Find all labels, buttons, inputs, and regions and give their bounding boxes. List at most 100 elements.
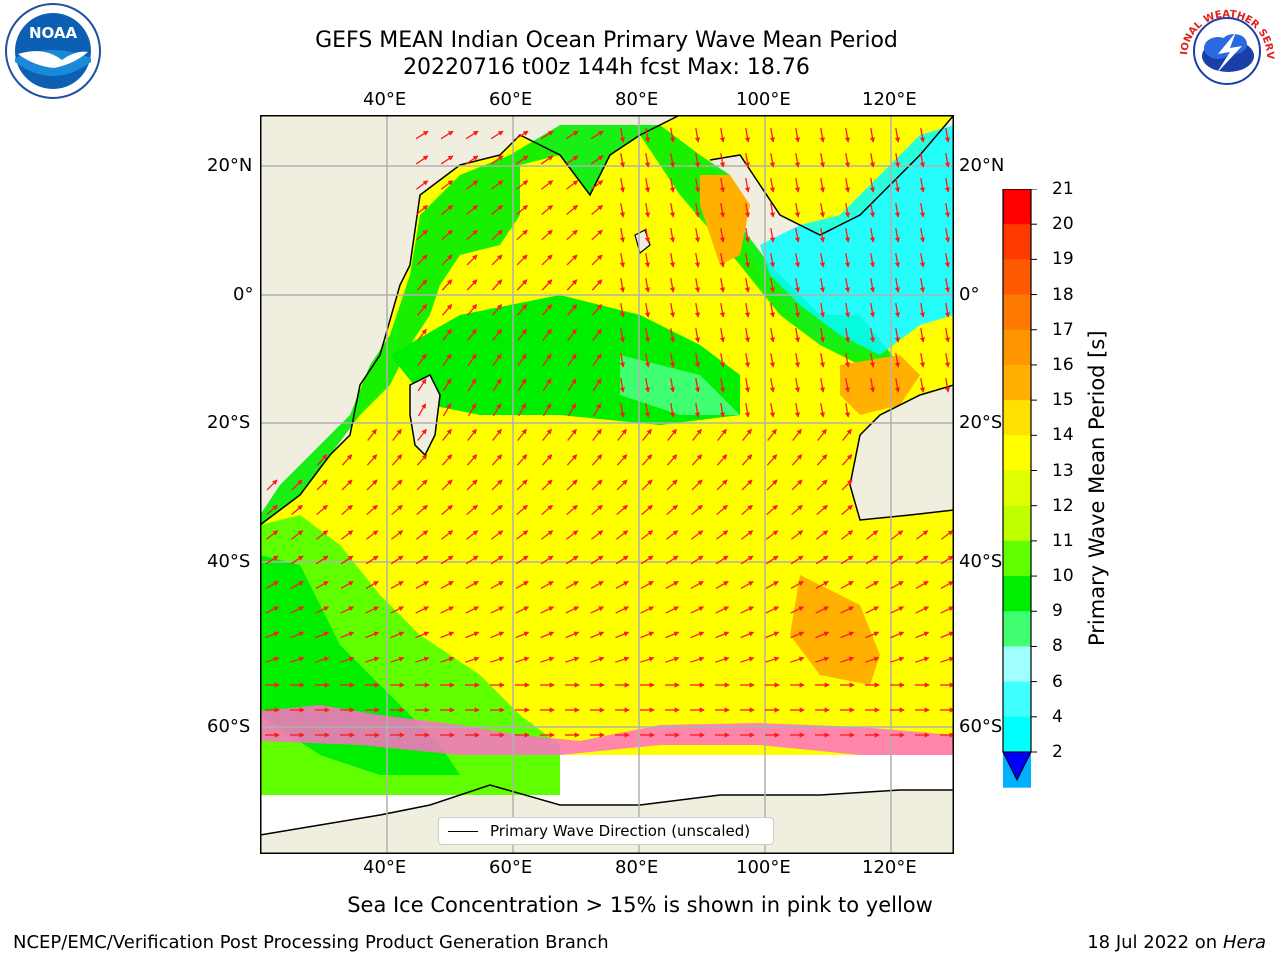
wave-direction-arrow (666, 504, 678, 516)
wave-direction-arrow (416, 204, 429, 215)
wave-direction-arrow (919, 377, 926, 393)
wave-direction-arrow (841, 454, 853, 466)
wave-direction-arrow (542, 353, 552, 367)
wave-direction-arrow (915, 606, 930, 614)
wave-direction-arrow (665, 580, 679, 590)
wave-direction-arrow (592, 403, 602, 417)
wave-direction-arrow (466, 229, 478, 241)
colorbar-segment (1003, 224, 1031, 260)
wave-direction-arrow (491, 229, 503, 241)
colorbar-tick-label: 8 (1052, 636, 1063, 657)
wave-direction-arrow (390, 606, 405, 614)
wave-direction-arrow (669, 277, 676, 293)
wave-direction-arrow (769, 402, 776, 418)
wave-direction-arrow (766, 504, 778, 516)
wave-direction-arrow (869, 327, 876, 343)
wave-direction-arrow (340, 656, 355, 663)
wave-direction-arrow (719, 377, 726, 393)
wave-direction-arrow (690, 606, 705, 614)
wave-direction-arrow (669, 127, 676, 143)
wave-direction-arrow (592, 378, 602, 392)
wave-direction-arrow (416, 479, 428, 491)
wave-direction-arrow (919, 152, 926, 168)
wave-direction-arrow (441, 304, 453, 316)
wave-direction-arrow (669, 302, 676, 318)
wave-direction-arrow (765, 631, 780, 639)
wave-direction-arrow (766, 454, 778, 466)
chart-subtitle: 20220716 t00z 144h fcst Max: 18.76 (403, 55, 810, 80)
wave-direction-arrow (894, 152, 901, 168)
wave-direction-arrow (341, 479, 353, 491)
wave-direction-arrow (566, 304, 578, 316)
lon-label-top-40e: 40°E (363, 89, 407, 110)
wave-direction-arrow (791, 454, 803, 466)
wave-direction-arrow (640, 656, 655, 663)
date-value: 18 Jul 2022 on (1087, 932, 1223, 953)
wave-direction-arrow (740, 656, 755, 663)
wave-direction-arrow (566, 530, 579, 540)
wave-direction-arrow (744, 202, 751, 218)
wave-direction-arrow (944, 152, 951, 168)
lon-label-bottom-60e: 60°E (489, 857, 533, 878)
colorbar-tick-label: 21 (1052, 179, 1074, 199)
wave-direction-arrow (865, 631, 880, 639)
wave-direction-arrow (617, 428, 627, 441)
lon-label-top-60e: 60°E (489, 89, 533, 110)
colorbar-tick-label: 11 (1052, 530, 1074, 551)
wave-direction-arrow (566, 229, 578, 241)
wave-direction-arrow (869, 227, 876, 243)
wave-direction-arrow (415, 580, 429, 590)
colorbar-segment (1003, 646, 1031, 683)
wave-direction-arrow (841, 530, 854, 540)
lon-label-top-80e: 80°E (615, 89, 659, 110)
wave-direction-arrow (940, 656, 954, 663)
wave-direction-arrow (392, 428, 402, 441)
wave-direction-arrow (641, 454, 653, 466)
wave-direction-arrow (366, 454, 378, 466)
wave-direction-arrow (741, 479, 753, 491)
wave-direction-arrow (816, 504, 828, 516)
wave-direction-arrow (844, 352, 851, 368)
wave-direction-arrow (665, 555, 679, 565)
wave-direction-arrow (644, 277, 651, 293)
wave-direction-arrow (540, 580, 554, 590)
wave-direction-arrow (619, 202, 626, 218)
wave-direction-arrow (944, 202, 951, 218)
wave-direction-arrow (566, 454, 578, 466)
wave-direction-arrow (466, 454, 478, 466)
wave-direction-arrow (541, 180, 554, 190)
wave-direction-arrow (591, 229, 603, 241)
wave-direction-arrow (467, 403, 477, 417)
wave-direction-arrow (390, 555, 404, 565)
wave-direction-arrow (619, 377, 626, 393)
wave-direction-arrow (465, 580, 479, 590)
wave-direction-arrow (869, 177, 876, 193)
wave-direction-arrow (417, 328, 427, 341)
wave-direction-arrow (341, 530, 354, 540)
wave-direction-arrow (719, 327, 726, 343)
lon-label-bottom-80e: 80°E (615, 857, 659, 878)
wave-direction-arrow (565, 130, 579, 140)
wave-direction-arrow (915, 580, 929, 590)
wave-direction-arrow (744, 177, 751, 193)
wave-direction-arrow (265, 580, 279, 590)
colorbar-tick-label: 14 (1052, 425, 1074, 446)
wave-direction-arrow (365, 656, 380, 663)
wave-direction-arrow (417, 428, 427, 441)
wave-direction-arrow (515, 656, 530, 663)
wave-direction-arrow (616, 504, 628, 516)
wave-direction-arrow (894, 377, 901, 393)
wave-direction-arrow (840, 656, 855, 663)
wave-direction-arrow (769, 327, 776, 343)
lat-label-right-20s: 20°S (959, 412, 1003, 433)
wave-direction-arrow (769, 177, 776, 193)
wave-direction-arrow (340, 606, 355, 614)
wave-direction-arrow (365, 606, 380, 614)
wave-direction-arrow (844, 227, 851, 243)
wave-direction-arrow (742, 428, 752, 441)
wave-direction-arrow (715, 606, 730, 614)
wave-direction-arrow (290, 555, 304, 565)
wave-direction-arrow (844, 202, 851, 218)
machine-name: Hera (1222, 932, 1266, 953)
colorbar-tick-label: 19 (1052, 249, 1074, 270)
